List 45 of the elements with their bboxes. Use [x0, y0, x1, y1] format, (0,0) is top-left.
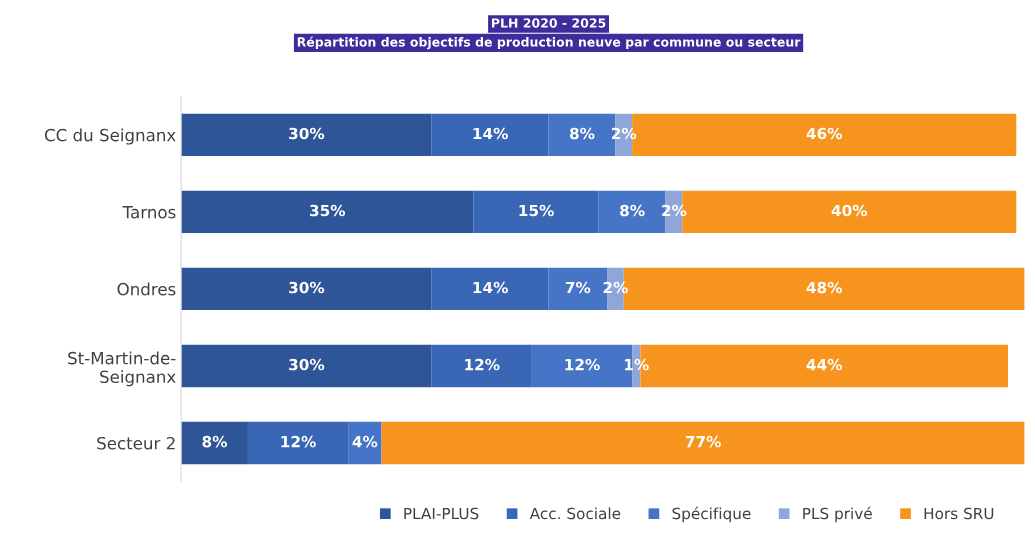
- y-tick-label: Ondres: [117, 282, 176, 296]
- legend-label: PLS privé: [803, 506, 872, 523]
- chart-title: PLH 2020 - 2025: [491, 18, 606, 28]
- bar: [181, 190, 474, 234]
- data-label: 12%: [565, 358, 600, 371]
- data-label: 48%: [806, 281, 843, 294]
- data-label: 30%: [289, 281, 325, 294]
- legend-label: PLAI-PLUS: [404, 507, 479, 520]
- data-label: 1%: [625, 358, 649, 371]
- bar: [431, 344, 532, 388]
- bar: [181, 267, 432, 311]
- data-label: 30%: [289, 358, 325, 371]
- legend-label: Acc. Sociale: [529, 507, 621, 520]
- y-tick-label: Secteur 2: [97, 436, 175, 450]
- bar: [473, 190, 599, 234]
- legend-label: Spécifique: [672, 506, 751, 523]
- legend-label: Hors SRU: [924, 507, 994, 520]
- data-label: 46%: [806, 127, 843, 140]
- bar: [348, 421, 382, 465]
- chart-subtitle: Répartition des objectifs de production neuve par commune ou secteur: [297, 36, 801, 50]
- data-label: 12%: [281, 435, 316, 448]
- data-label: 14%: [473, 281, 508, 294]
- data-label: 8%: [620, 204, 645, 217]
- data-label: 30%: [289, 127, 325, 140]
- bar: [181, 344, 432, 388]
- data-label: 77%: [685, 435, 721, 448]
- bar: [381, 421, 1025, 465]
- y-tick-label: CC du Seignanx: [44, 128, 176, 145]
- bar: [431, 267, 549, 311]
- y-tick-label: Tarnos: [122, 206, 176, 219]
- bar: [247, 421, 349, 465]
- data-label: 35%: [310, 204, 346, 217]
- bar: [181, 113, 432, 157]
- data-label: 44%: [806, 358, 843, 371]
- data-label: 12%: [465, 358, 500, 371]
- y-tick-label: St-Martin-de- Seignanx: [68, 351, 176, 387]
- data-label: 15%: [519, 204, 554, 217]
- data-label: 40%: [831, 204, 868, 217]
- data-label: 14%: [473, 127, 508, 140]
- bar: [181, 421, 248, 465]
- bar: [431, 113, 549, 157]
- data-label: 8%: [569, 127, 595, 140]
- data-label: 7%: [565, 281, 591, 294]
- data-label: 8%: [202, 435, 228, 448]
- data-label: 4%: [352, 435, 378, 448]
